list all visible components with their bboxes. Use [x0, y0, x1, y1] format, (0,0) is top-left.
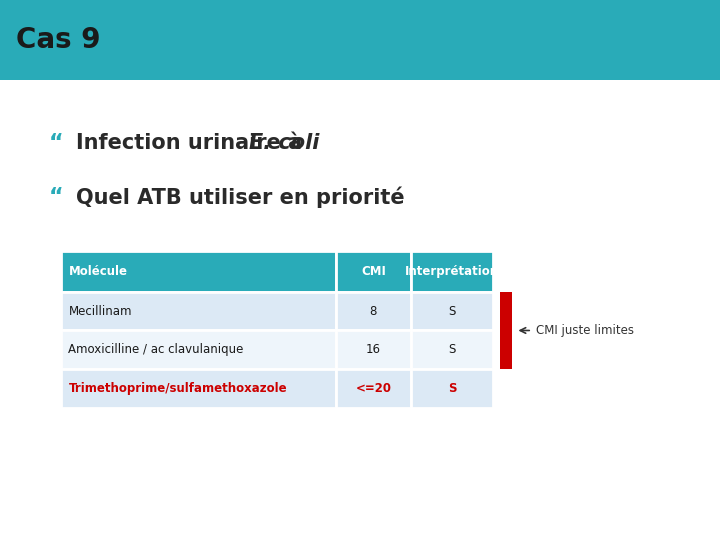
Text: 16: 16: [366, 343, 381, 356]
Text: Cas 9: Cas 9: [16, 26, 100, 54]
Bar: [61, 369, 336, 408]
Text: S: S: [449, 343, 456, 356]
Bar: [411, 251, 493, 292]
Bar: [336, 330, 411, 369]
Text: Quel ATB utiliser en priorité: Quel ATB utiliser en priorité: [76, 186, 404, 208]
Bar: [336, 251, 411, 292]
Bar: [500, 292, 512, 369]
Bar: [61, 292, 336, 330]
Bar: [336, 292, 411, 330]
Bar: [411, 330, 493, 369]
Text: S: S: [449, 305, 456, 318]
Text: Trimethoprime/sulfamethoxazole: Trimethoprime/sulfamethoxazole: [68, 382, 287, 395]
Text: <=20: <=20: [356, 382, 392, 395]
Text: Molécule: Molécule: [68, 265, 127, 278]
Text: E. coli: E. coli: [249, 133, 320, 153]
Bar: [61, 330, 336, 369]
Text: “: “: [49, 133, 63, 153]
Bar: [0, 0, 720, 80]
Text: CMI: CMI: [361, 265, 386, 278]
Text: Amoxicilline / ac clavulanique: Amoxicilline / ac clavulanique: [68, 343, 244, 356]
Text: Interprétation: Interprétation: [405, 265, 499, 278]
Text: Infection urinaire à: Infection urinaire à: [76, 133, 309, 153]
Bar: [61, 251, 336, 292]
Text: S: S: [448, 382, 456, 395]
Text: “: “: [49, 187, 63, 207]
Text: Mecillinam: Mecillinam: [68, 305, 132, 318]
Bar: [411, 292, 493, 330]
Text: CMI juste limites: CMI juste limites: [536, 324, 634, 337]
Bar: [336, 369, 411, 408]
Text: 8: 8: [369, 305, 377, 318]
Bar: [411, 369, 493, 408]
